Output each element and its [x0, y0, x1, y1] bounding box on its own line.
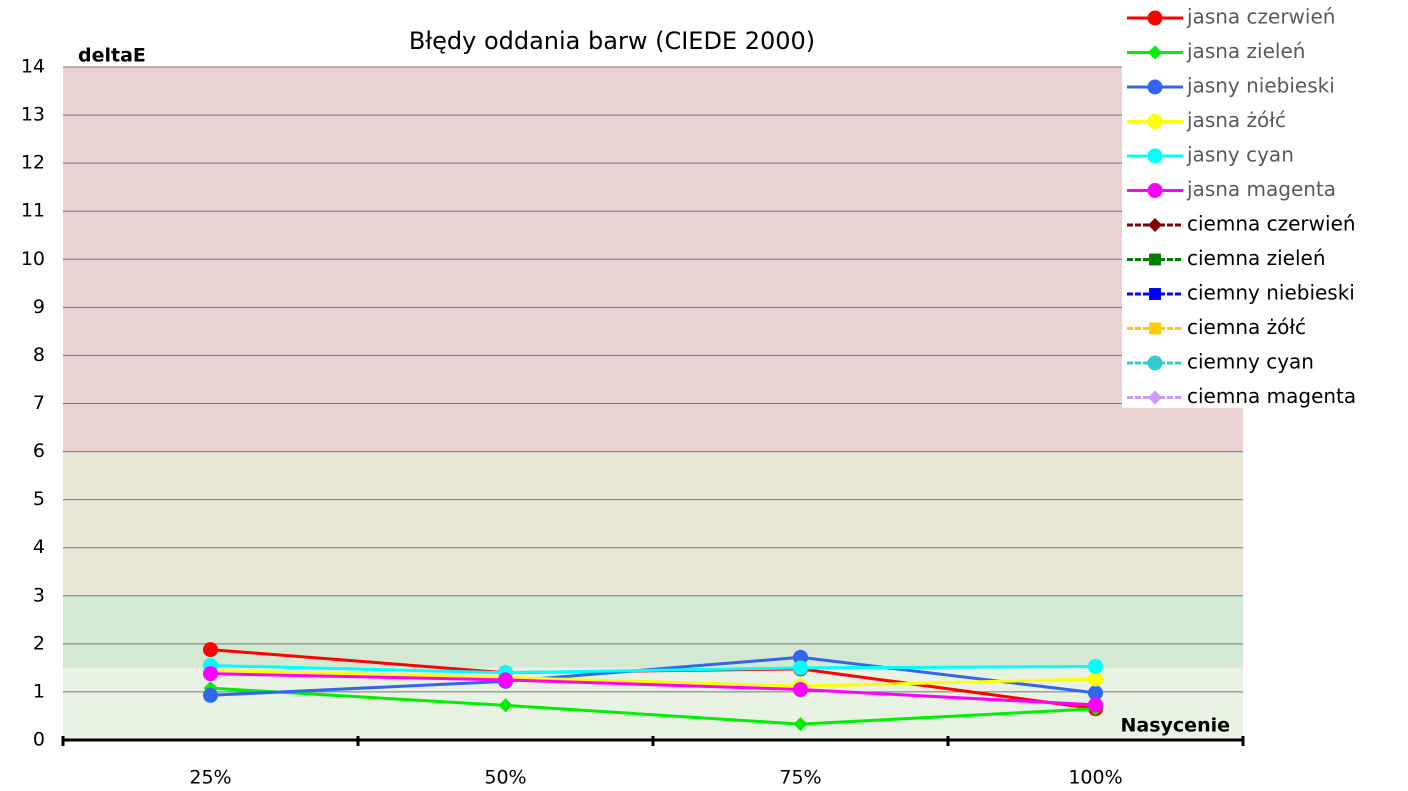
legend-label: jasna magenta [1186, 177, 1336, 201]
x-tick-label: 100% [1068, 767, 1122, 789]
legend-label: ciemny cyan [1187, 350, 1314, 374]
marker [1148, 45, 1162, 60]
legend-label: ciemny niebieski [1187, 281, 1355, 305]
y-tick-label: 11 [21, 200, 45, 222]
legend-label: ciemna magenta [1187, 384, 1356, 408]
y-tick-label: 3 [33, 584, 45, 606]
marker [793, 717, 808, 732]
y-tick-label: 7 [33, 392, 45, 414]
y-tick-label: 12 [21, 152, 45, 174]
chart-title: Błędy oddania barw (CIEDE 2000) [409, 27, 815, 55]
y-axis-label: deltaE [78, 45, 146, 67]
marker [793, 660, 808, 676]
y-tick-label: 14 [21, 56, 45, 78]
marker [203, 666, 218, 682]
plot [203, 642, 1103, 732]
legend-box [1122, 0, 1408, 408]
y-tick-label: 13 [21, 104, 45, 126]
y-tick-label: 1 [33, 680, 45, 702]
zone [63, 595, 1243, 668]
legend-label: jasna czerwień [1186, 5, 1335, 29]
y-tick-label: 9 [33, 296, 45, 318]
marker [1148, 390, 1162, 405]
x-tick-label: 50% [484, 767, 526, 789]
zone [63, 451, 1243, 596]
marker [1149, 253, 1161, 266]
marker [1147, 183, 1163, 198]
marker [1147, 10, 1163, 26]
marker [203, 642, 218, 658]
legend-label: jasny cyan [1186, 143, 1294, 167]
y-tick-label: 8 [33, 344, 45, 366]
y-tick-label: 2 [33, 632, 45, 654]
marker [1147, 355, 1163, 371]
legend: jasna czerwień jasna zieleń jasny niebiesk… [1127, 5, 1356, 408]
marker [1088, 658, 1103, 674]
y-tick-label: 5 [33, 488, 45, 510]
series-line [210, 668, 1096, 688]
marker [203, 687, 218, 703]
marker [793, 682, 808, 698]
x-tick-label: 75% [779, 767, 821, 789]
y-tick-label: 0 [33, 729, 45, 751]
marker [1088, 697, 1103, 713]
marker [1147, 148, 1163, 164]
legend-label: ciemna zieleń [1187, 246, 1326, 270]
y-tick-label: 10 [21, 248, 45, 270]
y-tick-label: 6 [33, 440, 45, 462]
legend-label: jasna zieleń [1186, 39, 1305, 63]
marker [498, 672, 513, 688]
legend-label: ciemna czerwień [1187, 212, 1356, 236]
x-axis-label: Nasycenie [1121, 715, 1231, 737]
series-line [210, 663, 1096, 675]
x-tick-label: 25% [189, 767, 231, 789]
marker [1147, 79, 1163, 95]
marker [1149, 322, 1161, 335]
marker [1149, 288, 1161, 300]
marker [498, 698, 513, 713]
series-line [210, 686, 1096, 726]
legend-label: jasny niebieski [1186, 74, 1335, 98]
y-tick-label: 4 [33, 536, 45, 558]
series-line [210, 672, 1096, 707]
marker [1088, 671, 1103, 687]
marker [1148, 218, 1162, 232]
legend-label: ciemna żółć [1187, 315, 1306, 339]
legend-label: jasna żółć [1186, 108, 1286, 132]
marker [1147, 114, 1163, 129]
